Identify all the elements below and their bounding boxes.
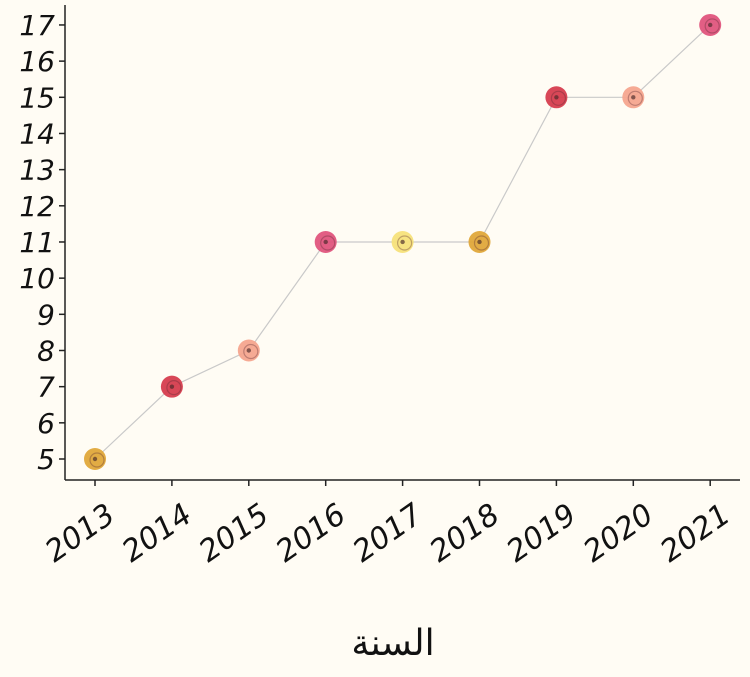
data-point [699,14,721,36]
x-tick-label: 2015 [193,497,276,569]
y-tick-label: 16 [19,45,55,78]
x-tick-label: 2021 [654,497,737,569]
y-tick-label: 13 [19,154,55,187]
data-point [238,339,260,361]
y-tick-label: 12 [19,190,55,223]
x-tick-label: 2018 [424,497,507,569]
data-point [545,86,567,108]
data-point [161,376,183,398]
y-tick-label: 11 [19,226,55,259]
markers-group [84,14,721,470]
data-point [469,231,491,253]
data-point [84,448,106,470]
x-tick-label: 2016 [270,497,353,569]
y-tick-label: 7 [37,371,55,404]
x-tick-label: 2019 [500,497,583,569]
x-axis-title: السنة [351,623,434,664]
data-point [392,231,414,253]
x-tick-label: 2017 [347,497,430,569]
y-tick-label: 10 [19,262,55,295]
y-tick-label: 14 [19,117,55,150]
y-tick-label: 9 [37,298,55,331]
data-point [315,231,337,253]
data-point [622,86,644,108]
y-tick-label: 8 [37,334,55,367]
y-tick-label: 5 [37,443,55,476]
y-tick-label: 15 [19,81,55,114]
y-tick-label: 17 [19,9,55,42]
x-tick-label: 2013 [39,497,122,569]
y-tick-label: 6 [37,407,55,440]
x-tick-label: 2014 [116,497,199,569]
x-tick-label: 2020 [577,497,660,569]
